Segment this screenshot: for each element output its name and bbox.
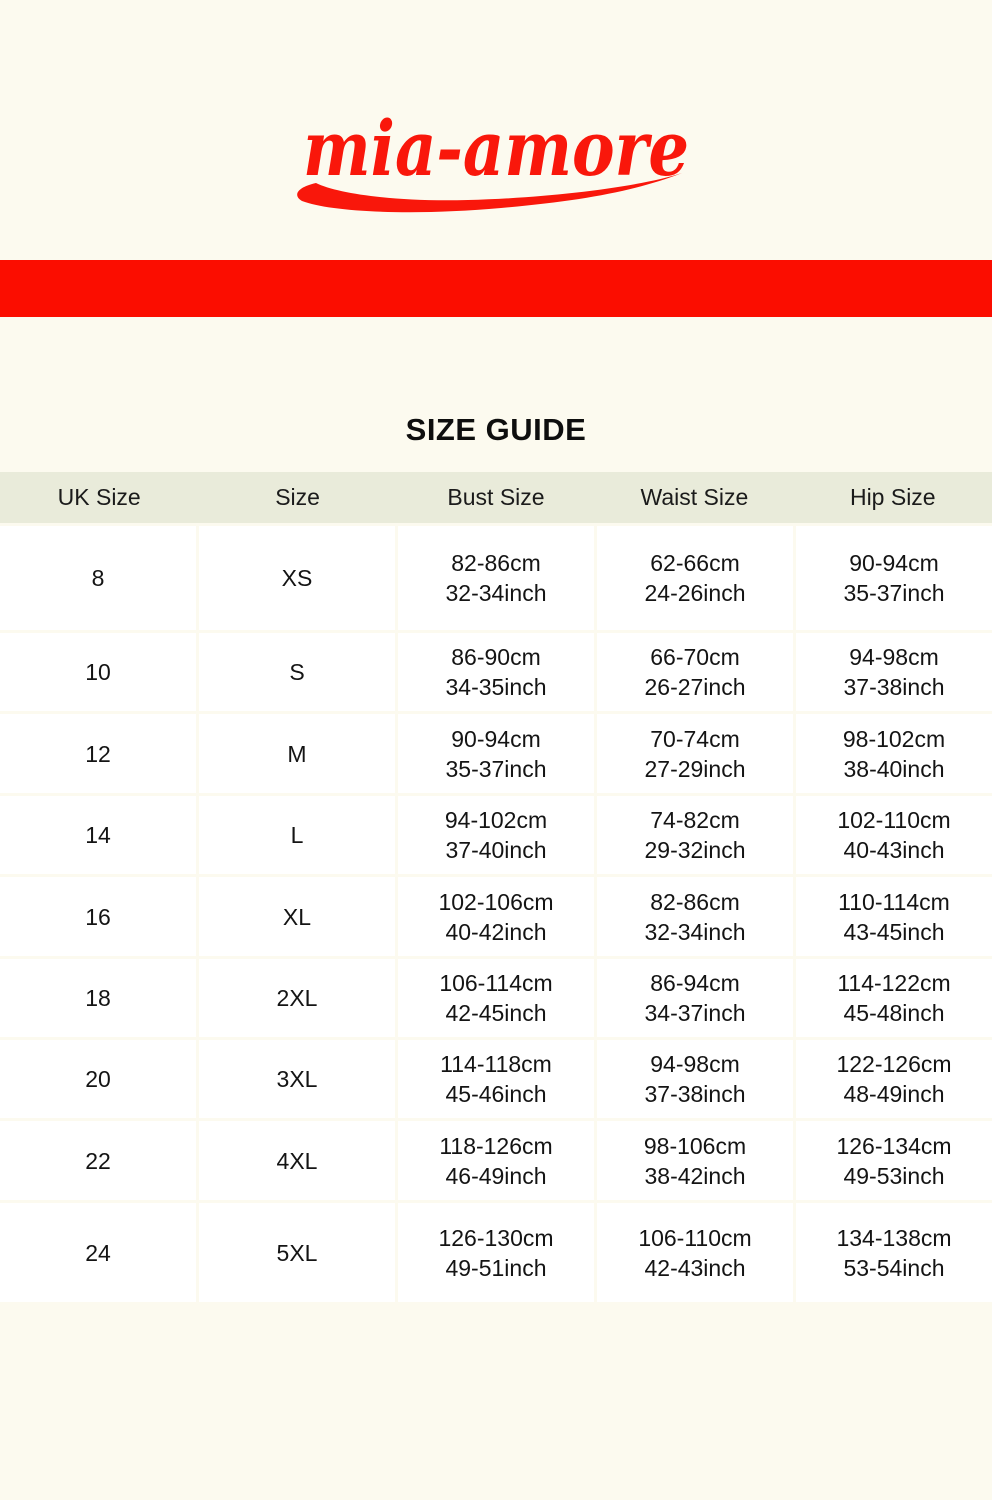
col-header-uk-size: UK Size — [57, 484, 141, 510]
size-cell: L — [199, 796, 395, 874]
bust-size-cell: 82-86cm 32-34inch — [398, 526, 594, 630]
bust-size-cell: 126-130cm 49-51inch — [398, 1203, 594, 1302]
waist-size-cell: 62-66cm 24-26inch — [597, 526, 793, 630]
hip-size-cell: 102-110cm 40-43inch — [796, 796, 992, 874]
hip-size-cell: 98-102cm 38-40inch — [796, 714, 992, 793]
waist-size-cell: 106-110cm 42-43inch — [597, 1203, 793, 1302]
red-banner — [0, 260, 992, 317]
size-cell: S — [199, 633, 395, 711]
hip-size-cell: 110-114cm 43-45inch — [796, 877, 992, 956]
waist-size-cell: 94-98cm 37-38inch — [597, 1040, 793, 1118]
hip-size-cell: 94-98cm 37-38inch — [796, 633, 992, 711]
size-guide-table: UK Size Size Bust Size Waist Size Hip Si… — [0, 472, 992, 1302]
size-cell: 3XL — [199, 1040, 395, 1118]
uk-size-cell: 10 — [0, 633, 196, 711]
size-cell: XS — [199, 526, 395, 630]
col-header-size: Size — [275, 484, 320, 510]
waist-size-cell: 82-86cm 32-34inch — [597, 877, 793, 956]
brand-logo: mia-amore — [297, 104, 689, 213]
bust-size-cell: 86-90cm 34-35inch — [398, 633, 594, 711]
uk-size-cell: 20 — [0, 1040, 196, 1118]
bust-size-cell: 114-118cm 45-46inch — [398, 1040, 594, 1118]
hip-size-cell: 122-126cm 48-49inch — [796, 1040, 992, 1118]
logo-swash-icon — [297, 173, 682, 213]
uk-size-cell: 14 — [0, 796, 196, 874]
bust-size-cell: 102-106cm 40-42inch — [398, 877, 594, 956]
size-cell: 2XL — [199, 959, 395, 1037]
hip-size-cell: 114-122cm 45-48inch — [796, 959, 992, 1037]
bust-size-cell: 118-126cm 46-49inch — [398, 1121, 594, 1200]
uk-size-cell: 18 — [0, 959, 196, 1037]
brand-logo-text: mia-amore — [303, 104, 689, 193]
bust-size-cell: 90-94cm 35-37inch — [398, 714, 594, 793]
bust-size-cell: 94-102cm 37-40inch — [398, 796, 594, 874]
waist-size-cell: 98-106cm 38-42inch — [597, 1121, 793, 1200]
hip-size-cell: 134-138cm 53-54inch — [796, 1203, 992, 1302]
bust-size-cell: 106-114cm 42-45inch — [398, 959, 594, 1037]
size-cell: M — [199, 714, 395, 793]
size-cell: XL — [199, 877, 395, 956]
col-header-hip-size: Hip Size — [849, 484, 936, 510]
hip-size-cell: 90-94cm 35-37inch — [796, 526, 992, 630]
logo-area: mia-amore — [0, 0, 992, 260]
uk-size-cell: 16 — [0, 877, 196, 956]
uk-size-cell: 22 — [0, 1121, 196, 1200]
table-body: 8 XS 82-86cm 32-34inch 62-66cm 24-26inch… — [0, 526, 992, 1302]
uk-size-cell: 12 — [0, 714, 196, 793]
page-title: SIZE GUIDE — [405, 412, 587, 447]
waist-size-cell: 66-70cm 26-27inch — [597, 633, 793, 711]
size-cell: 4XL — [199, 1121, 395, 1200]
table-header-row: UK Size Size Bust Size Waist Size Hip Si… — [0, 472, 992, 523]
uk-size-cell: 8 — [0, 526, 196, 630]
waist-size-cell: 70-74cm 27-29inch — [597, 714, 793, 793]
waist-size-cell: 74-82cm 29-32inch — [597, 796, 793, 874]
size-cell: 5XL — [199, 1203, 395, 1302]
col-header-waist-size: Waist Size — [640, 484, 749, 510]
waist-size-cell: 86-94cm 34-37inch — [597, 959, 793, 1037]
col-header-bust-size: Bust Size — [447, 484, 545, 510]
hip-size-cell: 126-134cm 49-53inch — [796, 1121, 992, 1200]
uk-size-cell: 24 — [0, 1203, 196, 1302]
